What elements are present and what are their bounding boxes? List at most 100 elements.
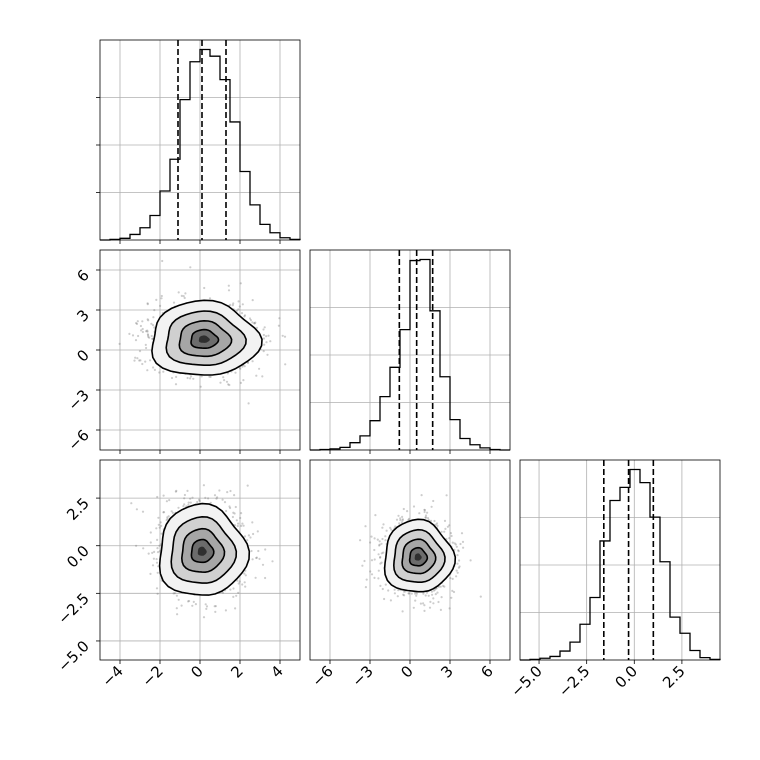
scatter-point (253, 322, 256, 325)
scatter-point (271, 560, 274, 563)
scatter-point (232, 587, 235, 590)
scatter-point (361, 564, 364, 567)
scatter-point (146, 318, 149, 321)
scatter-point (162, 494, 165, 497)
scatter-point (432, 597, 435, 600)
scatter-point (422, 592, 425, 595)
scatter-point (262, 328, 265, 331)
scatter-point (199, 385, 202, 388)
density-contour (383, 518, 457, 593)
x-tick-label: 0.0 (612, 662, 642, 692)
scatter-point (229, 303, 232, 306)
scatter-point (241, 522, 244, 525)
scatter-point (240, 312, 244, 315)
scatter-point (149, 541, 152, 544)
scatter-point (155, 558, 158, 561)
scatter-point (401, 515, 404, 519)
scatter-point (365, 578, 368, 581)
scatter-point (156, 495, 159, 499)
scatter-point (234, 607, 237, 610)
scatter-point (180, 604, 183, 607)
scatter-point (137, 334, 140, 338)
scatter-point (151, 564, 155, 567)
scatter-point (247, 402, 250, 405)
scatter-point (458, 565, 461, 568)
scatter-point (214, 610, 217, 614)
scatter-point (381, 587, 384, 591)
density-contour (408, 546, 429, 567)
scatter-point (241, 583, 244, 586)
scatter-point (261, 563, 265, 566)
histogram-step (520, 468, 721, 661)
scatter-point (423, 509, 426, 512)
scatter-point (395, 518, 399, 521)
scatter-point (232, 511, 235, 514)
scatter-point (208, 297, 212, 300)
scatter-point (454, 543, 457, 546)
scatter-point (233, 524, 237, 527)
scatter-point (189, 501, 192, 504)
scatter-point (398, 522, 401, 525)
scatter-point (255, 556, 258, 560)
scatter-point (445, 494, 448, 497)
scatter-point (440, 530, 443, 533)
density-contour (180, 527, 226, 574)
scatter-point (402, 593, 405, 596)
x-tick-label: 0 (187, 662, 206, 681)
scatter-point (258, 367, 261, 370)
scatter-point (380, 561, 383, 564)
scatter-point (152, 557, 155, 560)
scatter-point (246, 539, 249, 542)
scatter-point (142, 547, 145, 550)
scatter-point (261, 375, 264, 378)
scatter-point (456, 562, 459, 565)
scatter-point (455, 575, 458, 578)
scatter-point (253, 322, 256, 325)
scatter-point (423, 508, 426, 511)
scatter-point (263, 326, 266, 329)
scatter-point (155, 527, 158, 530)
x-tick-label: 0 (397, 662, 416, 681)
x-tick-label: 6 (477, 662, 496, 681)
scatter-point (156, 547, 159, 550)
scatter-point (205, 605, 209, 608)
scatter-point (384, 539, 387, 542)
scatter-point (243, 315, 246, 318)
scatter-point (444, 527, 447, 531)
scatter-point (430, 590, 433, 593)
scatter-point (156, 571, 159, 574)
scatter-point (479, 595, 482, 598)
scatter-point (138, 350, 142, 353)
scatter-point (152, 366, 155, 369)
scatter-point (373, 576, 376, 580)
scatter-point (187, 600, 190, 603)
scatter-point (209, 375, 212, 378)
scatter-point (223, 379, 226, 382)
scatter-point (145, 330, 148, 333)
scatter-point (449, 532, 452, 535)
scatter-point (231, 304, 234, 307)
scatter-point (427, 518, 430, 521)
scatter-point (244, 574, 247, 577)
scatter-point (147, 319, 150, 322)
scatter-point (424, 514, 428, 517)
scatter-point (425, 591, 429, 594)
scatter-point (266, 353, 269, 356)
scatter-point (379, 562, 382, 565)
scatter-point (139, 324, 142, 328)
scatter-point (254, 321, 257, 324)
scatter-point (187, 503, 190, 506)
scatter-point (244, 585, 247, 588)
scatter-point (250, 549, 253, 553)
scatter-point (146, 369, 149, 372)
scatter-point (237, 300, 240, 303)
scatter-point (183, 493, 186, 497)
scatter-point (430, 505, 433, 508)
scatter-point (378, 540, 381, 543)
scatter-point (255, 374, 258, 377)
scatter-point (226, 491, 229, 494)
scatter-point (407, 592, 411, 595)
scatter-point (397, 589, 400, 592)
density-contour (190, 328, 220, 349)
scatter-point (440, 596, 443, 599)
